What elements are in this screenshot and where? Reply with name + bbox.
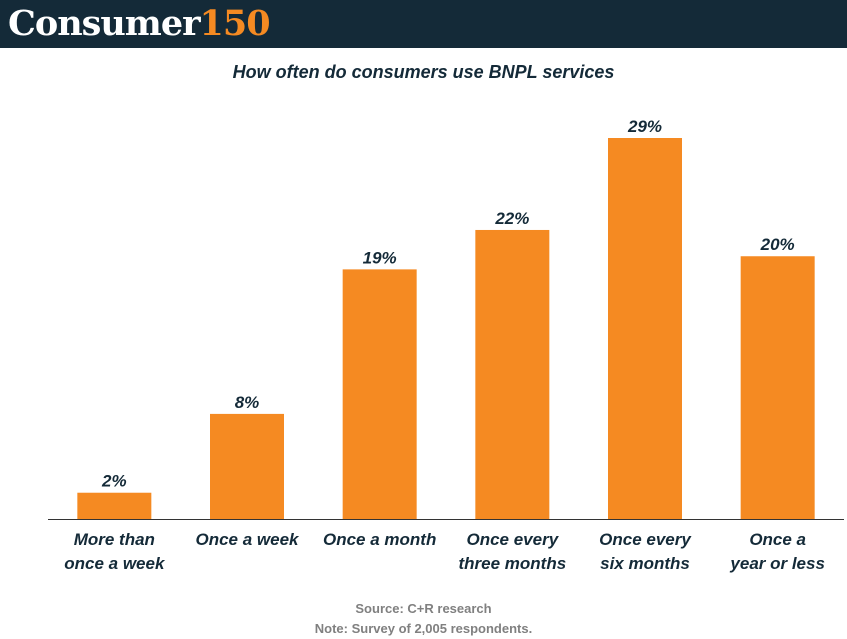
survey-note: Note: Survey of 2,005 respondents.	[314, 621, 533, 636]
chart-title: How often do consumers use BNPL services	[232, 62, 615, 82]
data-label-5: 20%	[760, 235, 795, 254]
source-note: Source: C+R research	[355, 601, 492, 616]
category-label-0-1: once a week	[64, 554, 166, 573]
category-label-1-0: Once a week	[195, 530, 300, 549]
brand-word: Consumer	[8, 3, 201, 44]
bar-4	[608, 138, 682, 519]
brand-number: 150	[199, 3, 271, 44]
bar-3	[475, 229, 550, 519]
header-bar: Consumer150	[0, 0, 847, 48]
bar-2	[342, 269, 417, 519]
data-label-2: 19%	[363, 248, 397, 267]
category-label-4-0: Once every	[599, 530, 692, 549]
bar-0	[77, 492, 152, 519]
data-label-4: 29%	[627, 117, 662, 136]
data-label-3: 22%	[494, 209, 529, 228]
category-label-2-0: Once a month	[323, 530, 436, 549]
data-label-0: 2%	[101, 472, 127, 491]
brand-logo: Consumer150	[8, 2, 271, 46]
category-label-4-1: six months	[600, 554, 690, 573]
bar-5	[740, 256, 815, 519]
category-label-3-1: three months	[458, 554, 566, 573]
category-label-3-0: Once every	[466, 530, 559, 549]
bar-1	[210, 413, 284, 519]
data-label-1: 8%	[235, 393, 260, 412]
category-label-5-0: Once a	[749, 530, 806, 549]
category-label-0-0: More than	[74, 530, 155, 549]
category-label-5-1: year or less	[729, 554, 825, 573]
